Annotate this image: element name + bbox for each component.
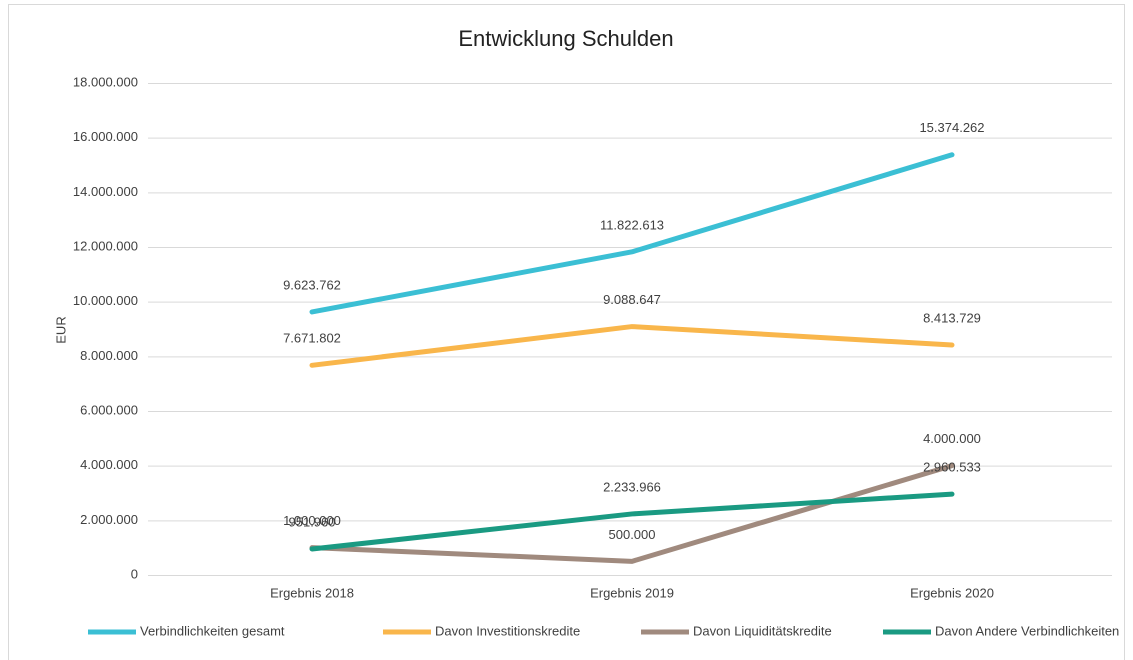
data-label: 4.000.000 <box>923 431 981 446</box>
y-tick-label: 6.000.000 <box>80 402 138 417</box>
data-label: 2.233.966 <box>603 479 661 494</box>
y-tick-label: 10.000.000 <box>73 293 138 308</box>
legend-label: Davon Andere Verbindlichkeiten <box>935 623 1119 638</box>
series-line <box>309 324 955 368</box>
data-label: 9.623.762 <box>283 277 341 292</box>
chart-title: Entwicklung Schulden <box>458 26 673 51</box>
y-axis-label: EUR <box>53 316 68 343</box>
legend-label: Verbindlichkeiten gesamt <box>140 623 285 638</box>
x-tick-label: Ergebnis 2020 <box>910 585 994 600</box>
data-label: 951.960 <box>289 514 336 529</box>
y-tick-label: 12.000.000 <box>73 238 138 253</box>
y-tick-label: 0 <box>131 566 138 581</box>
x-tick-label: Ergebnis 2019 <box>590 585 674 600</box>
y-tick-label: 16.000.000 <box>73 129 138 144</box>
series-line <box>309 152 955 315</box>
legend-label: Davon Liquiditätskredite <box>693 623 832 638</box>
y-tick-label: 8.000.000 <box>80 348 138 363</box>
series-line <box>309 491 955 552</box>
data-label: 1.000.000 <box>283 513 341 528</box>
y-tick-label: 4.000.000 <box>80 457 138 472</box>
series-line <box>309 463 955 564</box>
data-label: 15.374.262 <box>919 120 984 135</box>
x-tick-label: Ergebnis 2018 <box>270 585 354 600</box>
data-label: 8.413.729 <box>923 310 981 325</box>
data-label: 500.000 <box>609 527 656 542</box>
data-label: 11.822.613 <box>600 217 664 232</box>
data-label: 7.671.802 <box>283 331 341 346</box>
y-tick-label: 14.000.000 <box>73 184 138 199</box>
y-tick-label: 2.000.000 <box>80 512 138 527</box>
legend-label: Davon Investitionskredite <box>435 623 580 638</box>
data-label: 2.960.533 <box>923 460 981 475</box>
data-label: 9.088.647 <box>603 292 661 307</box>
y-tick-label: 18.000.000 <box>73 74 138 89</box>
